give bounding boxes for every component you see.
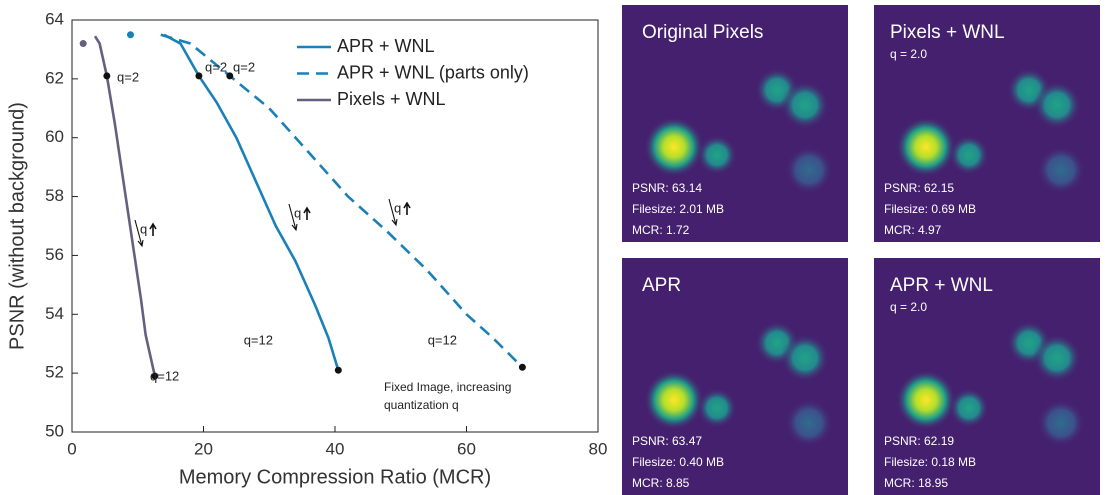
blob	[781, 334, 829, 382]
y-tick-label: 60	[45, 127, 64, 146]
blob	[697, 388, 737, 428]
x-tick-label: 60	[457, 439, 476, 458]
blob	[1033, 334, 1081, 382]
panel-stat: PSNR: 63.47	[632, 434, 702, 448]
annotation: quantization q	[384, 398, 459, 412]
x-tick-label: 20	[194, 439, 213, 458]
y-tick-label: 64	[45, 9, 64, 28]
blob	[896, 117, 956, 177]
legend-label: APR + WNL (parts only)	[337, 62, 529, 82]
x-tick-label: 0	[67, 439, 76, 458]
blob	[644, 370, 704, 430]
x-axis-label: Memory Compression Ratio (MCR)	[179, 466, 491, 488]
series-line	[160, 33, 524, 369]
y-axis-label: PSNR (without background)	[6, 102, 28, 350]
q-up-arrow	[403, 201, 411, 215]
q-marker	[334, 366, 342, 374]
panel-stat: Filesize: 0.40 MB	[632, 455, 724, 469]
q-marker	[151, 372, 159, 380]
blob	[697, 135, 737, 175]
panel-stat: Filesize: 0.69 MB	[884, 202, 976, 216]
annotation: q	[140, 221, 147, 236]
annotation: Fixed Image, increasing	[384, 380, 511, 394]
panel-title: APR + WNL	[890, 275, 993, 296]
q-up-arrow	[303, 206, 311, 220]
annotation: q=2	[117, 69, 139, 84]
x-tick-label: 40	[326, 439, 345, 458]
annotation: q=2	[233, 59, 255, 74]
legend-label: Pixels + WNL	[337, 89, 446, 109]
image-panel: APR + WNL q = 2.0 PSNR: 62.19 Filesize: 0.1…	[874, 258, 1100, 495]
blob	[949, 388, 989, 428]
blob	[785, 146, 833, 194]
blob	[1037, 399, 1085, 447]
annotation: q=12	[428, 332, 457, 347]
trend-arrow	[134, 219, 144, 248]
annotation: q=12	[150, 368, 179, 383]
series-line	[93, 35, 157, 377]
blob	[785, 399, 833, 447]
blob	[644, 117, 704, 177]
y-tick-label: 62	[45, 68, 64, 87]
point	[79, 40, 87, 48]
annotation: q	[394, 200, 401, 215]
q-marker	[518, 363, 526, 371]
panel-subtitle: q = 2.0	[890, 300, 927, 314]
y-tick-label: 54	[45, 304, 64, 323]
panel-stat: MCR: 18.95	[884, 476, 948, 490]
y-tick-label: 52	[45, 363, 64, 382]
series-line	[163, 33, 340, 371]
blob	[896, 370, 956, 430]
q-marker	[226, 72, 234, 80]
panel-stat: MCR: 4.97	[884, 223, 942, 237]
annotation: q=12	[244, 332, 273, 347]
panel-stat: PSNR: 62.15	[884, 181, 954, 195]
image-panel: Original Pixels PSNR: 63.14 Filesize: 2.01…	[622, 5, 848, 242]
panel-stat: MCR: 1.72	[632, 223, 690, 237]
q-up-arrow	[149, 222, 157, 236]
legend-label: APR + WNL	[337, 36, 435, 56]
annotation: q=2	[205, 59, 227, 74]
y-tick-label: 56	[45, 245, 64, 264]
trend-arrow	[288, 203, 298, 232]
panel-stat: PSNR: 63.14	[632, 181, 702, 195]
point	[127, 31, 135, 39]
panel-subtitle: q = 2.0	[890, 47, 927, 61]
y-tick-label: 58	[45, 186, 64, 205]
panel-title: Original Pixels	[642, 22, 763, 43]
trend-arrow	[388, 198, 398, 227]
panel-stat: PSNR: 62.19	[884, 434, 954, 448]
q-marker	[195, 72, 203, 80]
panel-title: APR	[642, 275, 681, 296]
blob	[949, 135, 989, 175]
blob	[1037, 146, 1085, 194]
panel-stat: MCR: 8.85	[632, 476, 690, 490]
x-tick-label: 80	[589, 439, 608, 458]
y-tick-label: 50	[45, 421, 64, 440]
blob	[781, 81, 829, 129]
panel-stat: Filesize: 0.18 MB	[884, 455, 976, 469]
image-panel: APR PSNR: 63.47 Filesize: 0.40 MB MCR: 8.85	[622, 258, 848, 495]
panel-title: Pixels + WNL	[890, 22, 1005, 43]
panel-stat: Filesize: 2.01 MB	[632, 202, 724, 216]
q-marker	[103, 72, 111, 80]
annotation: q	[294, 205, 301, 220]
blob	[1033, 81, 1081, 129]
image-panel: Pixels + WNL q = 2.0 PSNR: 62.15 Filesize: …	[874, 5, 1100, 242]
